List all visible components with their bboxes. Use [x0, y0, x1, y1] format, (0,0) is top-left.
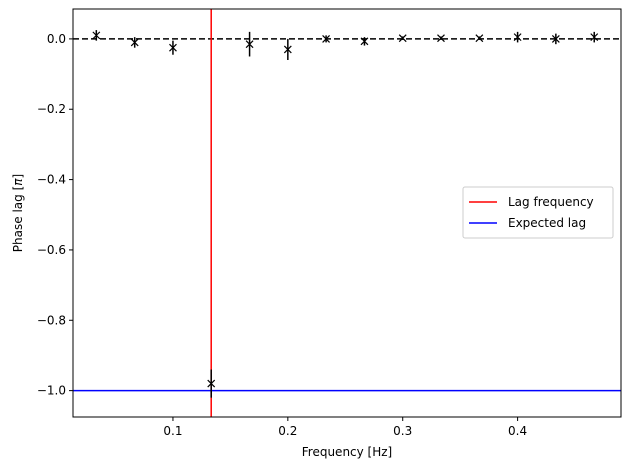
y-tick-label-2: −0.4 — [37, 173, 66, 187]
legend-label-lag-frequency: Lag frequency — [508, 195, 594, 209]
plot-area — [73, 9, 621, 417]
data-point-1 — [130, 38, 139, 47]
y-tick-label-3: −0.6 — [37, 243, 66, 257]
y-tick-label-0: 0.0 — [47, 32, 66, 46]
y-tick-label-4: −0.8 — [37, 313, 66, 327]
data-point-4 — [245, 40, 254, 49]
plot-frame — [72, 8, 622, 418]
data-point-2 — [169, 43, 177, 52]
data-point-9 — [437, 34, 445, 43]
data-point-10 — [475, 34, 484, 43]
y-axis-label: Phase lag [π] — [11, 174, 25, 252]
y-axis-label-symbol: π — [11, 178, 25, 186]
data-point-11 — [513, 33, 522, 42]
y-axis-label-suffix: ] — [11, 174, 25, 179]
data-point-3 — [207, 379, 216, 388]
data-point-13 — [590, 33, 599, 42]
legend-box — [462, 186, 614, 239]
data-point-0 — [92, 31, 101, 40]
x-tick-label-0: 0.1 — [163, 424, 182, 438]
x-tick-label-2: 0.3 — [393, 424, 412, 438]
x-tick-label-3: 0.4 — [508, 424, 527, 438]
y-tick-label-5: −1.0 — [37, 384, 66, 398]
axis-ticks: 0.1 0.2 0.3 0.4 0.0 −0.2 −0.4 −0.6 −0.8 −1.0 — [37, 32, 527, 438]
data-point-5 — [283, 45, 292, 54]
legend-label-expected-lag: Expected lag — [508, 216, 586, 230]
y-axis-label-prefix: Phase lag [ — [11, 186, 25, 252]
data-point-7 — [360, 37, 369, 46]
data-point-12 — [551, 34, 560, 43]
data-point-8 — [398, 34, 407, 43]
data-point-6 — [322, 34, 331, 43]
x-tick-label-1: 0.2 — [278, 424, 297, 438]
y-tick-label-1: −0.2 — [37, 102, 66, 116]
legend: Lag frequency Expected lag — [462, 186, 614, 239]
x-axis-label: Frequency [Hz] — [302, 445, 393, 459]
